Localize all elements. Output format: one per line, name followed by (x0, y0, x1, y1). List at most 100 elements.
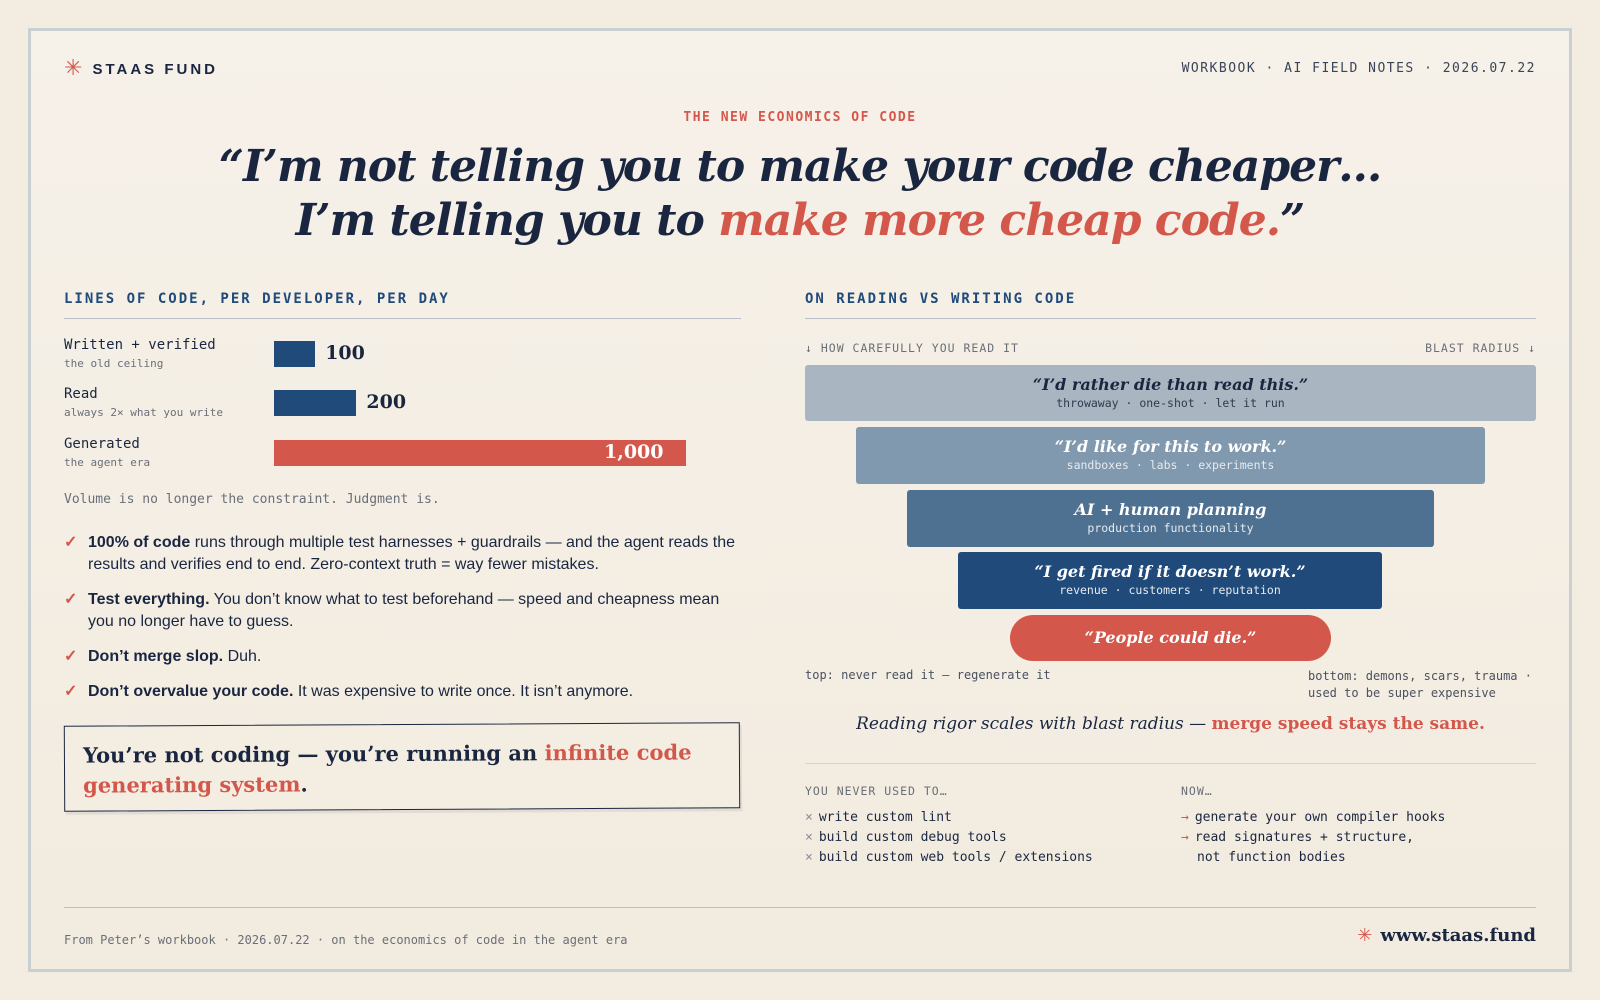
website-link[interactable]: www.staas.fund (1380, 925, 1536, 946)
funnel-tier-life-critical: “People could die.” (1010, 615, 1331, 661)
left-section-rule (64, 318, 741, 319)
now-heading: NOW… (1181, 784, 1213, 798)
brand-name: STAAS FUND (92, 60, 218, 78)
headline-line-1: “I’m not telling you to make your code c… (218, 141, 1383, 192)
eyebrow: THE NEW ECONOMICS OF CODE (683, 110, 917, 125)
tier-quote: “I’d rather die than read this.” (1032, 375, 1309, 394)
footer-rule (64, 907, 1536, 908)
tier-quote: “I’d like for this to work.” (1054, 437, 1287, 456)
callout-end: . (300, 771, 308, 797)
footer-credit: From Peter’s workbook · 2026.07.22 · on … (64, 933, 628, 947)
arrow-right-icon: → (1181, 830, 1189, 845)
chart-note: Volume is no longer the constraint. Judg… (64, 492, 440, 507)
now-item: not function bodies (1181, 848, 1445, 868)
check-text: runs through multiple test harnesses + g… (88, 534, 736, 573)
check-icon: ✓ (64, 534, 78, 551)
funnel-axis-right: BLAST RADIUS ↓ (1425, 341, 1536, 355)
funnel-tier-revenue: “I get fired if it doesn’t work.” revenu… (958, 552, 1382, 609)
rigor-accent: merge speed stays the same. (1211, 714, 1485, 734)
now-item-text: generate your own compiler hooks (1194, 810, 1446, 825)
now-item-text: read signatures + structure, (1194, 830, 1414, 845)
never-item: × build custom debug tools (805, 828, 1093, 848)
footnote-bottom-line-2: used to be super expensive (1308, 686, 1496, 700)
tier-sub: throwaway · one-shot · let it run (1056, 396, 1285, 410)
bar-label: Generated (64, 436, 140, 452)
rigor-plain: Reading rigor scales with blast radius — (856, 714, 1212, 734)
bar-value-label: 1,000 (604, 441, 664, 463)
check-text: You don’t know what to test beforehand —… (88, 591, 720, 630)
right-section-title: ON READING VS WRITING CODE (805, 291, 1077, 307)
never-item: × write custom lint (805, 808, 1093, 828)
rigor-statement: Reading rigor scales with blast radius —… (805, 714, 1536, 734)
bar-sublabel: the agent era (64, 456, 151, 469)
check-text: It was expensive to write once. It isn’t… (293, 683, 634, 700)
headline-accent: make more cheap code. (718, 195, 1281, 246)
bar-row: Generated the agent era 1,000 (64, 436, 744, 476)
asterisk-icon: ✳ (1357, 925, 1373, 946)
funnel-footnote-bottom: bottom: demons, scars, trauma · used to … (1308, 668, 1532, 702)
now-list: → generate your own compiler hooks → read … (1181, 808, 1445, 868)
bar (274, 341, 316, 367)
bar-row: Written + verified the old ceiling 100 (64, 337, 744, 377)
never-item: × build custom web tools / extensions (805, 848, 1093, 868)
check-item: ✓ Test everything. You don’t know what to… (64, 589, 744, 633)
headline: “I’m not telling you to make your code c… (0, 140, 1600, 248)
callout-plain: You’re not coding — you’re running an (82, 740, 545, 768)
asterisk-logo-icon: ✳ (64, 56, 83, 81)
right-divider (805, 763, 1536, 764)
checklist: ✓ 100% of code runs through multiple test… (64, 532, 744, 716)
funnel-axis-left: ↓ HOW CAREFULLY YOU READ IT (805, 341, 1019, 355)
check-item: ✓ Don’t merge slop. Duh. (64, 646, 744, 668)
now-item-text: not function bodies (1197, 850, 1346, 865)
bar-label: Written + verified (64, 337, 216, 353)
bar-sublabel: always 2× what you write (64, 406, 223, 419)
check-text: Duh. (223, 648, 262, 665)
funnel-tier-experiments: “I’d like for this to work.” sandboxes ·… (856, 427, 1485, 484)
headline-close-quote: ” (1280, 195, 1305, 246)
cross-icon: × (805, 850, 813, 865)
arrow-right-icon: → (1181, 810, 1189, 825)
check-bold: Don’t merge slop. (88, 648, 224, 665)
footnote-bottom-line-1: bottom: demons, scars, trauma · (1308, 669, 1532, 683)
tier-sub: sandboxes · labs · experiments (1066, 458, 1275, 472)
now-item: → read signatures + structure, (1181, 828, 1445, 848)
check-bold: 100% of code (88, 534, 191, 551)
bar-row: Read always 2× what you write 200 (64, 386, 744, 426)
funnel-footnote-top: top: never read it — regenerate it (805, 668, 1051, 682)
check-icon: ✓ (64, 591, 78, 608)
check-item: ✓ Don’t overvalue your code. It was expen… (64, 681, 744, 703)
check-bold: Test everything. (88, 591, 210, 608)
tier-sub: revenue · customers · reputation (1059, 583, 1281, 597)
cross-icon: × (805, 810, 813, 825)
brand: ✳ STAAS FUND (64, 58, 218, 80)
funnel-tier-production: AI + human planning production functiona… (907, 490, 1434, 547)
check-icon: ✓ (64, 683, 78, 700)
bar (274, 440, 686, 466)
tier-quote: “People could die.” (1084, 628, 1257, 647)
tier-sub: production functionality (1087, 521, 1254, 535)
funnel-tier-throwaway: “I’d rather die than read this.” throwaw… (805, 365, 1536, 421)
headline-line-2: I’m telling you to make more cheap code.… (0, 194, 1600, 248)
headline-line-2-plain: I’m telling you to (295, 195, 719, 246)
check-icon: ✓ (64, 648, 78, 665)
now-item: → generate your own compiler hooks (1181, 808, 1445, 828)
cross-icon: × (805, 830, 813, 845)
footer-link[interactable]: ✳ www.staas.fund (1357, 925, 1536, 946)
right-section-rule (805, 318, 1536, 319)
tier-quote: “I get fired if it doesn’t work.” (1034, 562, 1306, 581)
bar-value-label: 100 (325, 342, 365, 364)
never-item-text: build custom debug tools (818, 830, 1007, 845)
bar-sublabel: the old ceiling (64, 357, 164, 370)
header-meta: WORKBOOK · AI FIELD NOTES · 2026.07.22 (1181, 61, 1536, 76)
bar-value-label: 200 (366, 391, 407, 413)
bar (274, 390, 357, 416)
never-item-text: write custom lint (818, 810, 952, 825)
never-heading: YOU NEVER USED TO… (805, 784, 948, 798)
callout-box: You’re not coding — you’re running an in… (63, 722, 741, 812)
check-item: ✓ 100% of code runs through multiple test… (64, 532, 744, 576)
tier-quote: AI + human planning (1074, 500, 1267, 519)
never-list: × write custom lint × build custom debug t… (805, 808, 1093, 868)
never-item-text: build custom web tools / extensions (818, 850, 1093, 865)
bar-label: Read (64, 386, 98, 402)
check-bold: Don’t overvalue your code. (88, 683, 294, 700)
